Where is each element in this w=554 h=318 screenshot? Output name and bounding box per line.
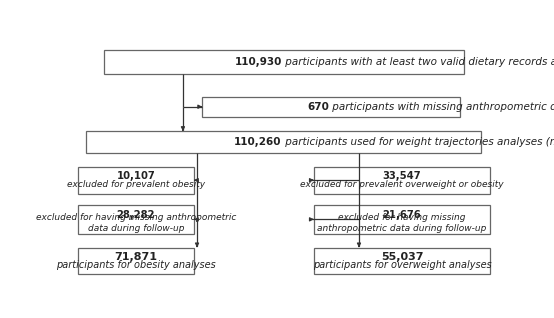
FancyBboxPatch shape: [314, 247, 490, 274]
Text: excluded for prevalent obesity: excluded for prevalent obesity: [66, 180, 205, 189]
Text: 670: 670: [307, 102, 329, 112]
FancyBboxPatch shape: [78, 167, 194, 194]
Text: participants for obesity analyses: participants for obesity analyses: [56, 260, 216, 270]
Text: 33,547: 33,547: [383, 171, 421, 181]
FancyBboxPatch shape: [314, 167, 490, 194]
FancyBboxPatch shape: [202, 97, 460, 116]
Text: 71,871: 71,871: [114, 252, 157, 262]
Text: 28,282: 28,282: [116, 210, 155, 220]
FancyBboxPatch shape: [104, 50, 464, 74]
Text: 110,260: 110,260: [234, 137, 282, 147]
Text: participants used for weight trajectories analyses (mixed models): participants used for weight trajectorie…: [282, 137, 554, 147]
FancyBboxPatch shape: [314, 205, 490, 234]
Text: participants with at least two valid dietary records at inclusion: participants with at least two valid die…: [282, 57, 554, 67]
Text: 21,676: 21,676: [383, 210, 422, 220]
FancyBboxPatch shape: [78, 247, 194, 274]
Text: excluded for having missing
anthropometric data during follow-up: excluded for having missing anthropometr…: [317, 213, 486, 233]
Text: 110,930: 110,930: [234, 57, 282, 67]
Text: 55,037: 55,037: [381, 252, 423, 262]
Text: participants with missing anthropometric data at baseline: participants with missing anthropometric…: [329, 102, 554, 112]
FancyBboxPatch shape: [78, 205, 194, 234]
Text: excluded for having missing anthropometric
data during follow-up: excluded for having missing anthropometr…: [35, 213, 236, 233]
FancyBboxPatch shape: [86, 131, 481, 153]
Text: participants for overweight analyses: participants for overweight analyses: [312, 260, 491, 270]
Text: excluded for prevalent overweight or obesity: excluded for prevalent overweight or obe…: [300, 180, 504, 189]
Text: 10,107: 10,107: [116, 171, 155, 181]
